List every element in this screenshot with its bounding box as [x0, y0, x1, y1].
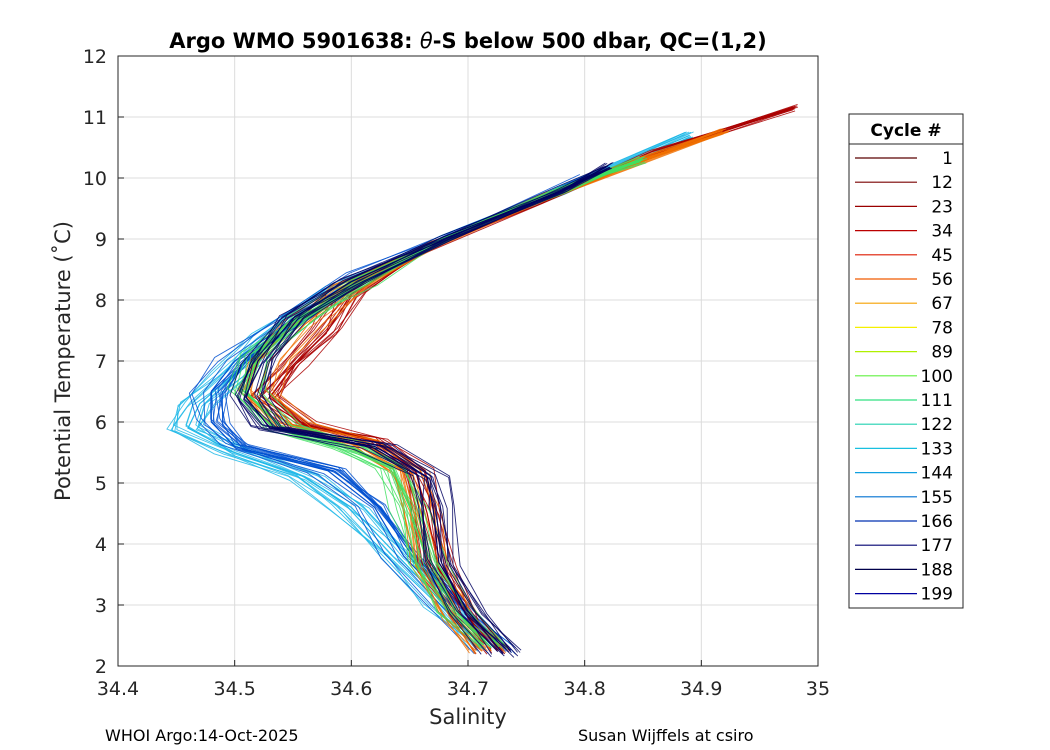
profile-line: [268, 162, 613, 653]
legend-label: 67: [931, 294, 953, 314]
legend-label: 133: [921, 439, 953, 459]
legend-label: 111: [921, 391, 953, 411]
legend-label: 45: [931, 246, 953, 266]
profile-line: [243, 167, 611, 658]
y-tick-label: 3: [95, 595, 107, 617]
legend-title: Cycle #: [870, 121, 941, 141]
legend-label: 78: [931, 318, 953, 338]
legend-label: 23: [931, 197, 953, 217]
profile-line: [259, 166, 611, 657]
y-tick-label: 4: [95, 534, 107, 556]
y-tick-label: 7: [95, 351, 107, 373]
profile-line: [191, 180, 580, 650]
footer-source: WHOI Argo:14-Oct-2025: [105, 726, 299, 745]
profile-line: [236, 162, 606, 657]
chart-title-theta: θ: [420, 29, 433, 53]
y-tick-label: 10: [83, 168, 107, 190]
legend-label: 12: [931, 173, 953, 193]
x-axis-label: Salinity: [429, 705, 507, 729]
y-tick-label: 6: [95, 412, 107, 434]
x-tick-label: 34.5: [214, 678, 256, 700]
legend-label: 56: [931, 270, 953, 290]
footer-credit: Susan Wijffels at csiro: [578, 726, 754, 745]
legend-label: 177: [921, 536, 953, 556]
x-tick-label: 34.7: [447, 678, 489, 700]
legend-label: 144: [921, 464, 953, 484]
y-tick-label: 8: [95, 290, 107, 312]
y-tick-label: 11: [83, 107, 107, 129]
legend: Cycle # 1 12 23 34 45 56 67 78 89 100 111 122 133 144…: [848, 113, 964, 609]
profile-line: [243, 166, 610, 653]
x-tick-label: 34.4: [97, 678, 139, 700]
x-tick-label: 34.6: [330, 678, 372, 700]
y-tick-label: 2: [95, 656, 107, 678]
legend-label: 155: [921, 488, 953, 508]
x-tick-label: 34.8: [564, 678, 606, 700]
x-tick-label: 35: [806, 678, 830, 700]
y-tick-label: 9: [95, 229, 107, 251]
legend-label: 89: [931, 343, 953, 363]
profile-line: [237, 166, 607, 655]
chart-title: Argo WMO 5901638: θ-S below 500 dbar, QC…: [169, 29, 766, 53]
legend-box: [848, 113, 964, 609]
legend-label: 100: [921, 367, 953, 387]
x-tick-labels: 34.4 34.5 34.6 34.7 34.8 34.9 35: [97, 678, 830, 700]
profile-line: [264, 128, 727, 649]
legend-entries: 1 12 23 34 45 56 67 78 89 100 111 122 133 144 155 166 17…: [855, 149, 953, 605]
y-tick-labels: 2 3 4 5 6 7 8 9 10 11 12: [83, 46, 107, 678]
y-axis-label: Potential Temperature (˚C): [51, 221, 75, 501]
profile-line: [238, 168, 608, 653]
x-tick-label: 34.9: [680, 678, 722, 700]
legend-label: 1: [942, 149, 953, 169]
axes-box: [117, 55, 819, 667]
data-series: [166, 103, 798, 658]
legend-label: 122: [921, 415, 953, 435]
y-tick-label: 5: [95, 473, 107, 495]
legend-label: 34: [931, 222, 953, 242]
legend-label: 199: [921, 585, 953, 605]
profile-line: [260, 167, 612, 651]
legend-label: 188: [921, 560, 953, 580]
y-tick-label: 12: [83, 46, 107, 68]
series-line: [245, 165, 609, 655]
profile-line: [256, 162, 614, 653]
legend-label: 166: [921, 512, 953, 532]
chart-title-suffix: -S below 500 dbar, QC=(1,2): [433, 29, 767, 53]
profile-line: [188, 174, 580, 655]
chart-title-prefix: Argo WMO 5901638:: [169, 29, 420, 53]
